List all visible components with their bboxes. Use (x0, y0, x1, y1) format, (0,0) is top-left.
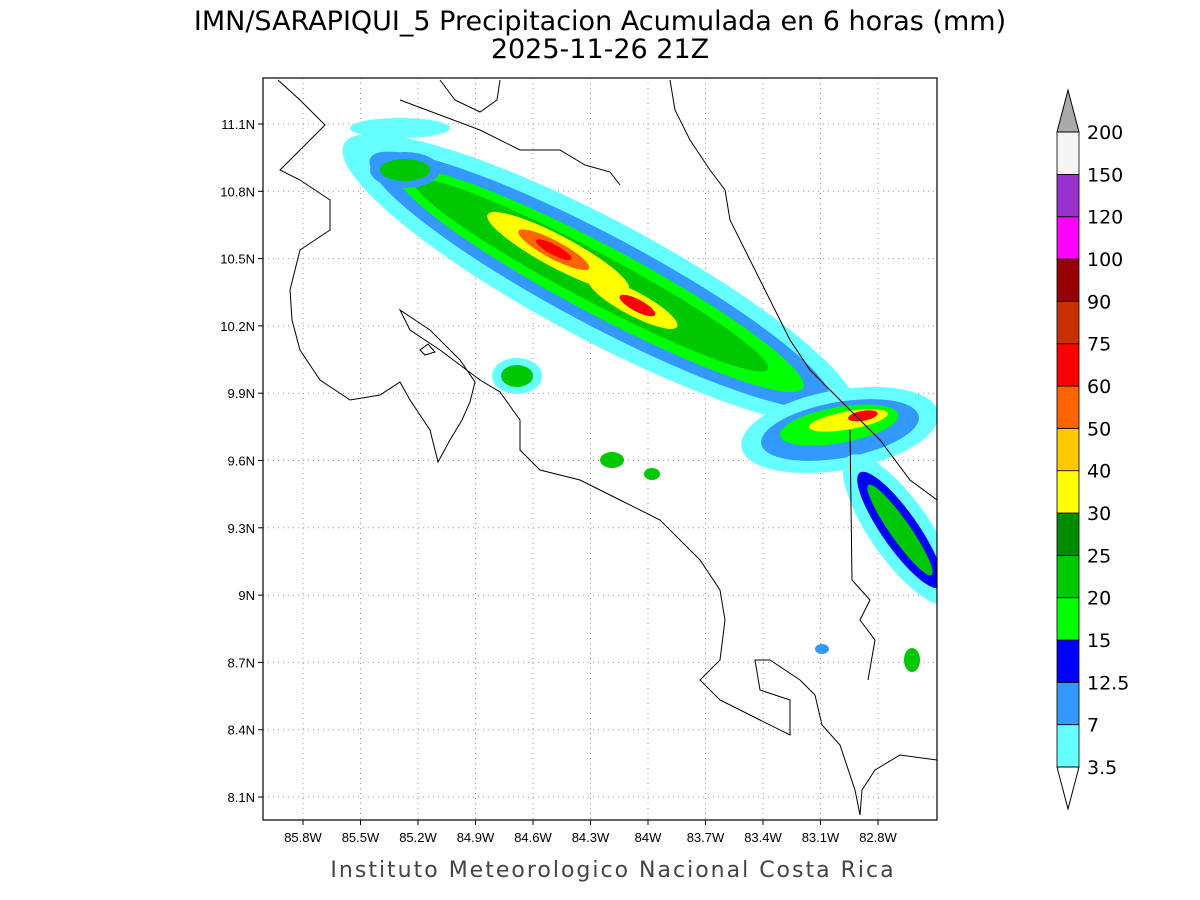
colorbar-arrow-bottom (1056, 766, 1080, 811)
colorbar-label: 100 (1087, 249, 1123, 271)
colorbar-label: 25 (1087, 545, 1111, 567)
colorbar-label: 120 (1087, 207, 1123, 229)
precipitation (342, 118, 937, 672)
x-tick-label: 83.7W (687, 830, 725, 845)
colorbar-segment (1056, 554, 1080, 599)
colorbar-segment (1056, 300, 1080, 345)
colorbar-segment (1056, 258, 1080, 302)
y-tick-label: 9N (238, 588, 255, 603)
colorbar-label: 15 (1087, 630, 1111, 652)
colorbar-label: 200 (1087, 122, 1123, 144)
colorbar-label: 3.5 (1087, 757, 1117, 779)
colorbar-segment (1056, 512, 1080, 556)
colorbar-label: 75 (1087, 334, 1111, 356)
footer: Instituto Meteorologico Nacional Costa R… (330, 858, 895, 883)
colorbar-label: 7 (1087, 715, 1099, 737)
y-tick-label: 10.5N (220, 252, 255, 267)
x-tick-label: 84.9W (457, 830, 495, 845)
y-tick-label: 8.7N (228, 655, 255, 670)
colorbar-segment (1056, 385, 1080, 429)
colorbar-segment (1056, 427, 1080, 472)
x-tick-label: 85.5W (342, 830, 380, 845)
colorbar: 3.5 7 12.5 15 20 25 30 40 50 60 75 90 100 120 150 200 (1056, 88, 1129, 811)
colorbar-label: 150 (1087, 164, 1123, 186)
map-frame (262, 77, 938, 821)
subtitle: 2025-11-26 21Z (491, 34, 709, 65)
colorbar-label: 90 (1087, 291, 1111, 313)
x-tick-label: 85.8W (284, 830, 322, 845)
title: IMN/SARAPIQUI_5 Precipitacion Acumulada … (194, 6, 1006, 37)
y-tick-label: 8.1N (228, 790, 255, 805)
y-tick-label: 9.6N (228, 454, 255, 469)
colorbar-segment (1056, 724, 1080, 768)
colorbar-segment (1056, 216, 1080, 260)
x-tick-label: 84W (635, 830, 662, 845)
x-tick-label: 84.3W (572, 830, 610, 845)
colorbar-segment (1056, 173, 1080, 218)
y-tick-label: 10.8N (220, 184, 255, 199)
colorbar-segment (1056, 343, 1080, 387)
x-tick-label: 84.6W (514, 830, 552, 845)
colorbar-segment (1056, 681, 1080, 726)
colorbar-label: 12.5 (1087, 672, 1129, 694)
x-tick-label: 85.2W (399, 830, 437, 845)
y-tick-label: 9.3N (228, 521, 255, 536)
colorbar-segment (1056, 639, 1080, 683)
colorbar-segment (1056, 470, 1080, 514)
coastlines (277, 79, 937, 816)
colorbar-label: 20 (1087, 588, 1111, 610)
colorbar-label: 30 (1087, 503, 1111, 525)
colorbar-arrow-top (1056, 88, 1080, 133)
colorbar-segment (1056, 597, 1080, 641)
colorbar-segment (1056, 131, 1080, 175)
x-tick-label: 83.4W (744, 830, 782, 845)
x-tick-label: 82.8W (859, 830, 897, 845)
colorbar-label: 60 (1087, 376, 1111, 398)
y-tick-label: 8.4N (228, 723, 255, 738)
colorbar-label: 50 (1087, 418, 1111, 440)
x-tick-label: 83.1W (802, 830, 840, 845)
y-tick-label: 10.2N (220, 319, 255, 334)
colorbar-label: 40 (1087, 461, 1111, 483)
y-tick-label: 11.1N (221, 117, 255, 132)
y-tick-label: 9.9N (228, 386, 255, 401)
